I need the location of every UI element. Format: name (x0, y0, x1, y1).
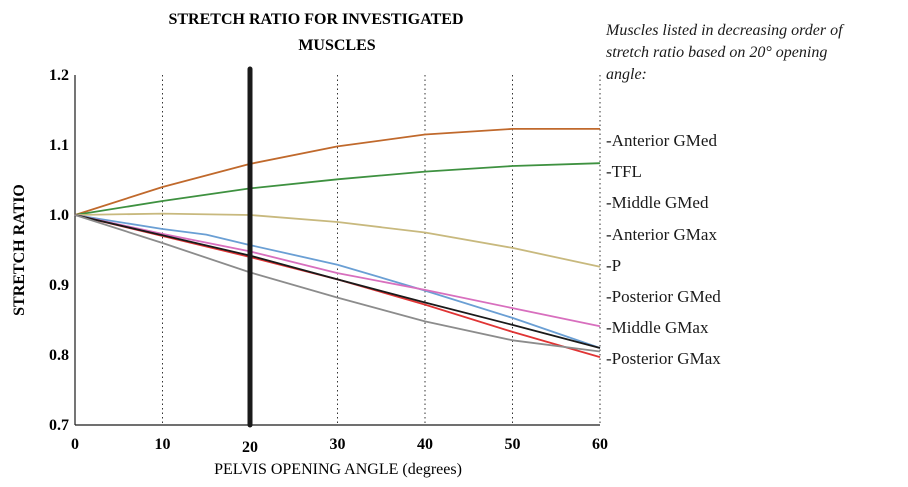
x-tick-label: 0 (71, 436, 79, 453)
x-axis-title: PELVIS OPENING ANGLE (degrees) (214, 461, 462, 478)
x-tick-label: 30 (330, 436, 346, 453)
legend-item-anterior-gmed: -Anterior GMed (606, 131, 717, 150)
legend-item-tfl: -TFL (606, 162, 642, 182)
series-line-1 (74, 127, 600, 216)
axes (74, 75, 600, 426)
y-tick-labels: 1.2 1.1 1.0 0.9 0.8 0.7 (49, 67, 69, 434)
x-tick-label: 40 (417, 436, 433, 453)
series-lines (74, 127, 601, 358)
legend-item-posterior-gmax: -Posterior GMax (606, 349, 721, 369)
y-axis-title: STRETCH RATIO (11, 184, 28, 316)
y-tick-label: 0.8 (49, 347, 69, 364)
series-line-3 (74, 212, 601, 268)
legend-note: Muscles listed in decreasing order of st… (606, 20, 906, 86)
y-tick-label: 0.7 (49, 417, 69, 434)
legend-item-middle-gmax: -Middle GMax (606, 318, 709, 338)
y-tick-label: 1.0 (49, 207, 69, 224)
legend-item-anterior-gmax: -Anterior GMax (606, 224, 717, 244)
legend: -Anterior GMed -TFL -Middle GMed -Anteri… (606, 125, 721, 375)
series-line-5 (74, 214, 601, 328)
series-line-7 (74, 214, 601, 349)
series-line-2 (74, 162, 601, 216)
y-tick-label: 1.2 (49, 67, 69, 84)
legend-note-line-2: stretch ratio based on 20° opening (606, 44, 828, 61)
legend-note-line-3: angle: (606, 66, 647, 83)
legend-item-middle-gmed: -Middle GMed (606, 193, 709, 213)
chart-title: STRETCH RATIO FOR INVESTIGATED MUSCLES (168, 11, 463, 54)
chart-title-line-1: STRETCH RATIO FOR INVESTIGATED (168, 11, 463, 28)
x-tick-labels: 0 10 20 30 40 50 60 (71, 436, 608, 456)
y-tick-label: 0.9 (49, 277, 69, 294)
x-tick-label: 20 (242, 439, 258, 456)
series-line-6 (74, 214, 601, 358)
x-tick-label: 10 (155, 436, 171, 453)
x-tick-label: 50 (505, 436, 521, 453)
legend-item-p: -P (606, 255, 622, 275)
series-line-4 (74, 214, 601, 349)
legend-item-posterior-gmed: -Posterior GMed (606, 286, 721, 306)
chart-title-line-2: MUSCLES (298, 37, 375, 54)
x-tick-label: 60 (592, 436, 608, 453)
series-line-8 (74, 214, 601, 353)
y-tick-label: 1.1 (49, 137, 69, 154)
legend-note-line-1: Muscles listed in decreasing order of (606, 22, 843, 39)
